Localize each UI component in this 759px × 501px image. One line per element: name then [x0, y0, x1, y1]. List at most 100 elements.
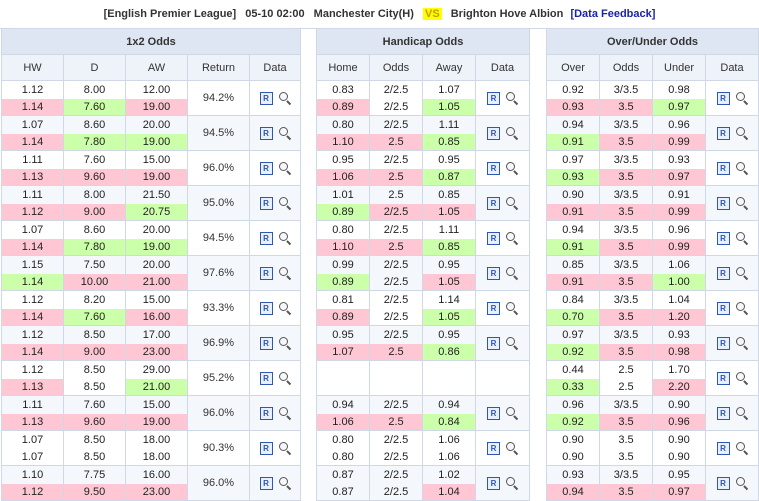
- replay-icon[interactable]: R: [259, 91, 273, 105]
- aw-cell-live: 19.00: [126, 413, 187, 430]
- magnifier-icon[interactable]: [506, 197, 518, 209]
- magnifier-icon[interactable]: [735, 302, 748, 314]
- hc-odds-cell-opening: 2/2.5: [383, 223, 409, 236]
- replay-icon[interactable]: R: [487, 301, 500, 315]
- return-cell: 96.9%: [187, 325, 250, 361]
- replay-icon[interactable]: R: [259, 336, 273, 350]
- replay-icon[interactable]: R: [487, 441, 500, 455]
- replay-icon[interactable]: R: [487, 266, 500, 280]
- hc-away-cell-opening: 1.14: [438, 293, 460, 306]
- replay-icon[interactable]: R: [259, 441, 273, 455]
- ou-over-cell-live: 0.91: [547, 273, 599, 290]
- magnifier-icon[interactable]: [278, 477, 291, 489]
- hw-cell: 1.10 1.12: [1, 465, 64, 501]
- magnifier-icon[interactable]: [506, 337, 518, 349]
- replay-icon[interactable]: R: [487, 406, 500, 420]
- magnifier-icon[interactable]: [735, 232, 748, 244]
- replay-icon[interactable]: R: [716, 441, 730, 455]
- hc-home-cell: 0.83 0.89: [316, 80, 370, 116]
- replay-icon[interactable]: R: [487, 126, 500, 140]
- magnifier-icon[interactable]: [506, 267, 518, 279]
- magnifier-icon[interactable]: [506, 442, 518, 454]
- magnifier-icon[interactable]: [278, 127, 291, 139]
- magnifier-icon[interactable]: [278, 92, 291, 104]
- ou-over-cell-live: 0.93: [547, 168, 599, 185]
- magnifier-icon[interactable]: [735, 197, 748, 209]
- replay-icon[interactable]: R: [259, 371, 273, 385]
- ou-over-cell-live: 0.92: [547, 343, 599, 360]
- replay-icon[interactable]: R: [259, 196, 273, 210]
- replay-icon[interactable]: R: [259, 301, 273, 315]
- magnifier-icon[interactable]: [735, 477, 748, 489]
- hc-odds-cell-live: 2/2.5: [383, 485, 409, 498]
- aw-cell: 21.50 20.75: [125, 185, 188, 221]
- magnifier-icon[interactable]: [506, 407, 518, 419]
- magnifier-icon[interactable]: [506, 232, 518, 244]
- magnifier-icon[interactable]: [506, 92, 518, 104]
- replay-icon[interactable]: R: [259, 406, 273, 420]
- ou-odds-cell: 3/3.5 3.5: [599, 220, 653, 256]
- magnifier-icon[interactable]: [278, 372, 291, 384]
- data-cell: R: [475, 325, 530, 361]
- replay-icon[interactable]: R: [259, 476, 273, 490]
- magnifier-icon[interactable]: [278, 442, 291, 454]
- hc-away-cell-opening: 0.95: [438, 258, 460, 271]
- magnifier-icon[interactable]: [278, 232, 291, 244]
- magnifier-icon[interactable]: [735, 337, 748, 349]
- replay-icon[interactable]: R: [259, 231, 273, 245]
- replay-icon[interactable]: R: [487, 196, 500, 210]
- magnifier-icon[interactable]: [735, 127, 748, 139]
- magnifier-icon[interactable]: [506, 127, 518, 139]
- replay-icon[interactable]: R: [259, 161, 273, 175]
- data-feedback-link[interactable]: [Data Feedback]: [570, 8, 656, 20]
- hw-cell-live: 1.14: [2, 238, 63, 255]
- magnifier-icon[interactable]: [278, 337, 291, 349]
- replay-icon[interactable]: R: [716, 406, 730, 420]
- replay-icon[interactable]: R: [716, 91, 730, 105]
- magnifier-icon[interactable]: [278, 302, 291, 314]
- hc-away-cell-opening: 1.07: [438, 83, 460, 96]
- hc-away-cell: 0.85 1.05: [422, 185, 476, 221]
- magnifier-icon[interactable]: [735, 267, 748, 279]
- replay-icon[interactable]: R: [716, 126, 730, 140]
- replay-icon[interactable]: R: [716, 266, 730, 280]
- replay-icon[interactable]: R: [716, 161, 730, 175]
- data-cell: R: [704, 255, 759, 291]
- replay-icon[interactable]: R: [716, 336, 730, 350]
- hc-away-cell-live: 1.05: [423, 203, 475, 220]
- magnifier-icon[interactable]: [735, 407, 748, 419]
- hw-cell: 1.12 1.14: [1, 290, 64, 326]
- aw-cell-live: 19.00: [126, 133, 187, 150]
- magnifier-icon[interactable]: [506, 162, 518, 174]
- col-away: Away: [422, 54, 476, 81]
- magnifier-icon[interactable]: [506, 302, 518, 314]
- replay-icon[interactable]: R: [716, 476, 730, 490]
- replay-icon[interactable]: R: [487, 476, 500, 490]
- magnifier-icon[interactable]: [278, 267, 291, 279]
- replay-icon[interactable]: R: [716, 196, 730, 210]
- replay-icon[interactable]: R: [487, 336, 500, 350]
- replay-icon[interactable]: R: [259, 126, 273, 140]
- magnifier-icon[interactable]: [735, 92, 748, 104]
- d-cell: 8.00 9.00: [63, 185, 126, 221]
- replay-icon[interactable]: R: [716, 371, 730, 385]
- hc-home-cell-live: 1.10: [317, 133, 369, 150]
- magnifier-icon[interactable]: [735, 442, 748, 454]
- replay-icon[interactable]: R: [487, 161, 500, 175]
- d-cell-live: 9.50: [64, 483, 125, 500]
- magnifier-icon[interactable]: [278, 162, 291, 174]
- replay-icon[interactable]: R: [487, 91, 500, 105]
- magnifier-icon[interactable]: [506, 477, 518, 489]
- replay-icon[interactable]: R: [259, 266, 273, 280]
- magnifier-icon[interactable]: [735, 372, 748, 384]
- ou-over-cell: 0.90 0.91: [546, 185, 600, 221]
- replay-icon[interactable]: R: [487, 231, 500, 245]
- replay-icon[interactable]: R: [716, 301, 730, 315]
- ou-odds-cell-live: 3.5: [600, 238, 652, 255]
- magnifier-icon[interactable]: [735, 162, 748, 174]
- replay-icon[interactable]: R: [716, 231, 730, 245]
- magnifier-icon[interactable]: [278, 407, 291, 419]
- ou-over-cell-opening: 0.93: [562, 468, 584, 481]
- magnifier-icon[interactable]: [278, 197, 291, 209]
- col-over: Over: [546, 54, 600, 81]
